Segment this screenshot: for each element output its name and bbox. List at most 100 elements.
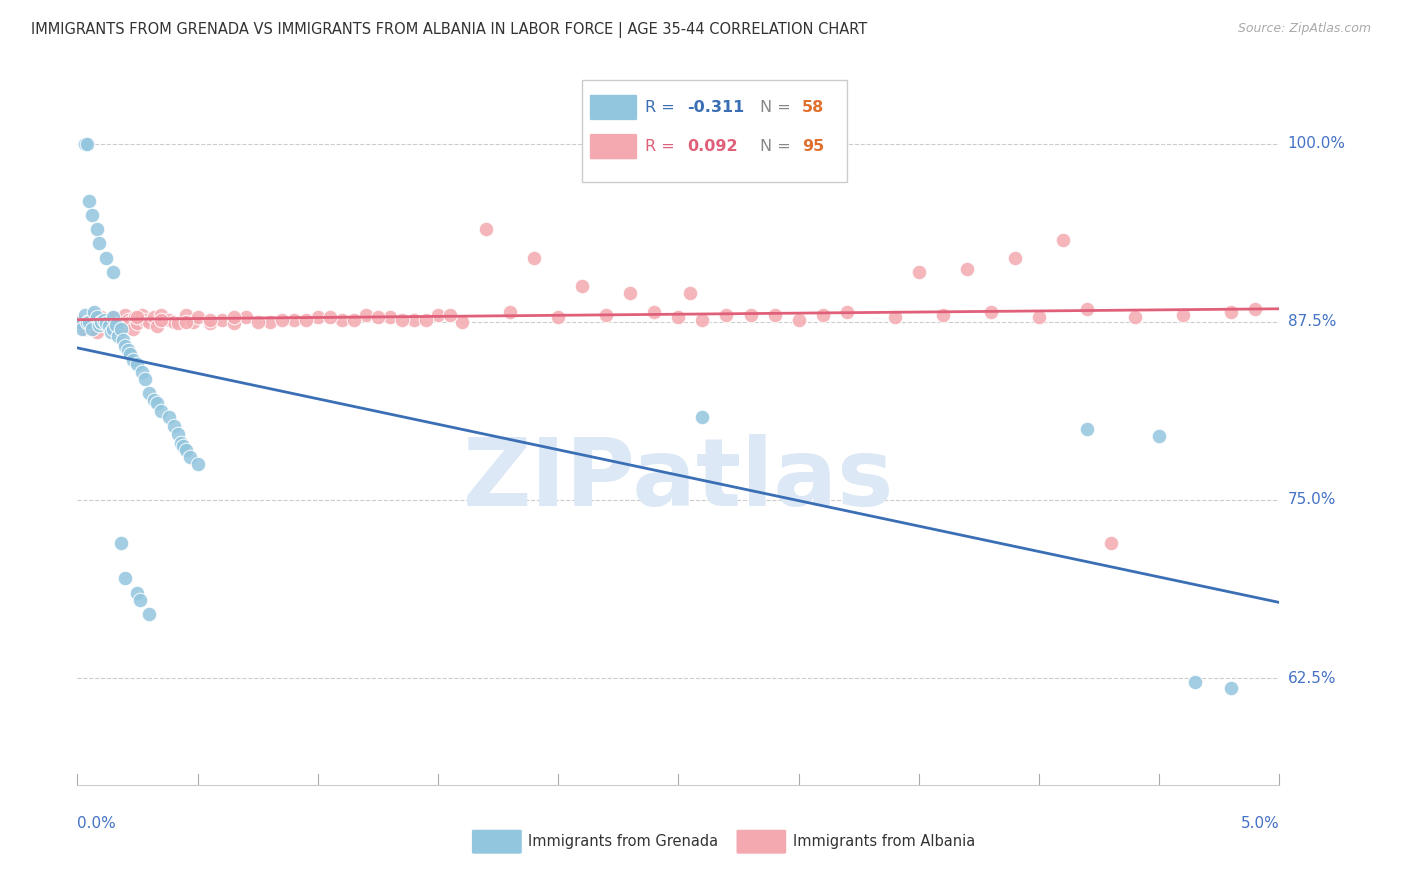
Point <box>787 313 810 327</box>
Point <box>1173 308 1195 322</box>
Point <box>134 372 156 386</box>
Point <box>90 315 112 329</box>
Point <box>86 310 108 325</box>
Point <box>127 310 149 325</box>
Point <box>97 318 120 333</box>
Point <box>174 308 197 322</box>
Point <box>83 308 105 322</box>
Text: 100.0%: 100.0% <box>1288 136 1346 151</box>
Point <box>307 310 329 325</box>
Point <box>980 304 1002 318</box>
Point <box>367 310 389 325</box>
Point <box>103 310 125 325</box>
Point <box>143 393 166 408</box>
Point <box>1123 310 1146 325</box>
Point <box>93 316 115 330</box>
Point <box>162 315 184 329</box>
Point <box>932 308 955 322</box>
Point <box>499 304 522 318</box>
Point <box>222 310 245 325</box>
Point <box>86 222 108 236</box>
Point <box>107 318 129 332</box>
Point <box>114 308 136 322</box>
Point <box>157 313 180 327</box>
Point <box>883 310 905 325</box>
Point <box>162 418 184 433</box>
Point <box>76 315 98 329</box>
Point <box>90 310 112 325</box>
Point <box>1184 675 1206 690</box>
Text: N =: N = <box>761 139 796 154</box>
Point <box>174 442 197 457</box>
Point <box>93 313 115 327</box>
Text: Immigrants from Albania: Immigrants from Albania <box>793 834 974 849</box>
Point <box>668 310 690 325</box>
Text: R =: R = <box>645 100 679 115</box>
Point <box>1244 301 1267 316</box>
Point <box>174 315 197 329</box>
Point <box>1028 310 1050 325</box>
Point <box>86 325 108 339</box>
Point <box>100 325 122 339</box>
Point <box>167 427 190 442</box>
Point <box>179 450 201 464</box>
Point <box>143 310 166 325</box>
Point <box>73 136 96 151</box>
Point <box>415 313 437 327</box>
Point <box>79 194 101 208</box>
Text: N =: N = <box>761 100 796 115</box>
Point <box>391 313 413 327</box>
Text: Immigrants from Grenada: Immigrants from Grenada <box>529 834 718 849</box>
Point <box>138 386 160 401</box>
Point <box>692 410 714 425</box>
Point <box>73 308 96 322</box>
Text: 0.092: 0.092 <box>686 139 737 154</box>
FancyBboxPatch shape <box>582 79 846 182</box>
Text: 62.5%: 62.5% <box>1288 671 1336 686</box>
Point <box>186 457 209 471</box>
Point <box>1004 251 1026 265</box>
Point <box>835 304 858 318</box>
Point <box>692 313 714 327</box>
Point <box>134 313 156 327</box>
Point <box>1076 421 1098 435</box>
Point <box>145 318 167 333</box>
Point <box>87 236 110 251</box>
Point <box>354 308 377 322</box>
Point <box>103 310 125 325</box>
Point <box>157 410 180 425</box>
Point <box>110 322 132 336</box>
Point <box>150 308 173 322</box>
Point <box>283 313 305 327</box>
Point <box>716 308 738 322</box>
Point <box>679 286 702 301</box>
Point <box>83 304 105 318</box>
Point <box>117 343 139 358</box>
Point <box>100 322 122 336</box>
Point <box>1149 428 1171 442</box>
Point <box>150 313 173 327</box>
Point <box>343 313 366 327</box>
Point <box>427 308 450 322</box>
Point <box>114 339 136 353</box>
Point <box>96 318 118 333</box>
Point <box>270 313 292 327</box>
Point <box>90 315 112 329</box>
Point <box>763 308 786 322</box>
Point <box>138 315 160 329</box>
Point <box>110 535 132 549</box>
Point <box>246 315 269 329</box>
Text: 0.0%: 0.0% <box>77 815 117 830</box>
Point <box>402 313 425 327</box>
Point <box>172 439 194 453</box>
Point <box>1220 304 1243 318</box>
Point <box>595 308 617 322</box>
Point <box>73 322 96 336</box>
Point <box>956 262 979 277</box>
Point <box>120 315 142 329</box>
Point <box>124 310 146 325</box>
Point <box>107 329 129 343</box>
Point <box>170 435 193 450</box>
Point <box>80 322 103 336</box>
Point <box>127 316 149 330</box>
